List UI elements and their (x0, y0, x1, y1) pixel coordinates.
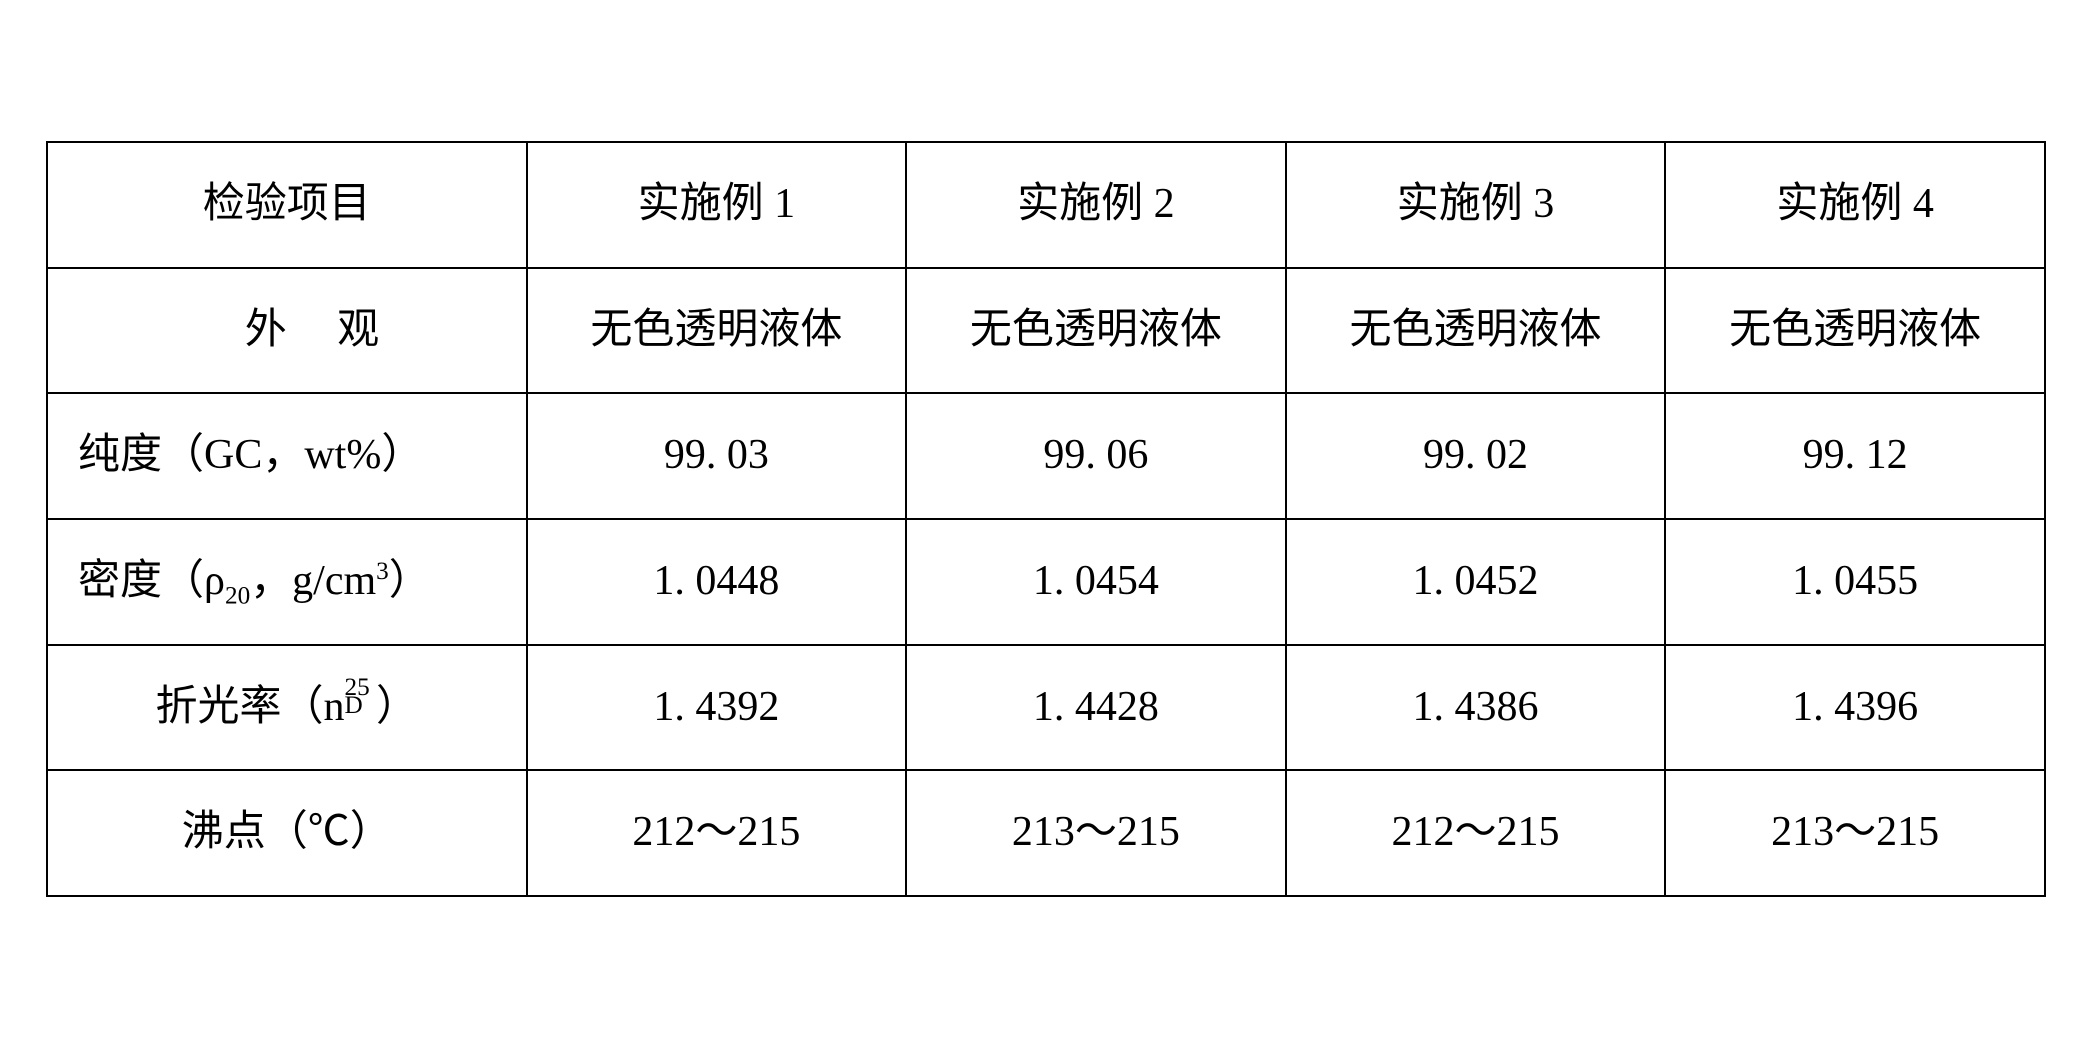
cell-appearance-2: 无色透明液体 (906, 268, 1286, 394)
cell-purity-2: 99. 06 (906, 393, 1286, 519)
table-header-row: 检验项目 实施例 1 实施例 2 实施例 3 实施例 4 (47, 142, 2045, 268)
cell-appearance-3: 无色透明液体 (1286, 268, 1666, 394)
cell-boiling-3: 212～215 (1286, 770, 1666, 896)
cell-purity-3: 99. 02 (1286, 393, 1666, 519)
col-header-test-item: 检验项目 (47, 142, 527, 268)
col-header-example-4: 实施例 4 (1665, 142, 2045, 268)
cell-density-4: 1. 0455 (1665, 519, 2045, 645)
col-header-example-3: 实施例 3 (1286, 142, 1666, 268)
cell-boiling-2: 213～215 (906, 770, 1286, 896)
table-row-purity: 纯度（GC，wt%） 99. 03 99. 06 99. 02 99. 12 (47, 393, 2045, 519)
cell-boiling-1: 212～215 (527, 770, 907, 896)
col-header-example-1: 实施例 1 (527, 142, 907, 268)
results-table: 检验项目 实施例 1 实施例 2 实施例 3 实施例 4 外观 无色透明液体 无… (46, 141, 2046, 897)
cell-purity-4: 99. 12 (1665, 393, 2045, 519)
cell-density-2: 1. 0454 (906, 519, 1286, 645)
table-row-boiling: 沸点（℃） 212～215 213～215 212～215 213～215 (47, 770, 2045, 896)
cell-appearance-1: 无色透明液体 (527, 268, 907, 394)
cell-refractive-4: 1. 4396 (1665, 645, 2045, 771)
cell-refractive-2: 1. 4428 (906, 645, 1286, 771)
row-label-appearance: 外观 (47, 268, 527, 394)
cell-purity-1: 99. 03 (527, 393, 907, 519)
cell-refractive-3: 1. 4386 (1286, 645, 1666, 771)
col-header-example-2: 实施例 2 (906, 142, 1286, 268)
cell-appearance-4: 无色透明液体 (1665, 268, 2045, 394)
table-row-refractive: 折光率（n25D） 1. 4392 1. 4428 1. 4386 1. 439… (47, 645, 2045, 771)
table-row-density: 密度（ρ20，g/cm3） 1. 0448 1. 0454 1. 0452 1.… (47, 519, 2045, 645)
row-label-purity: 纯度（GC，wt%） (47, 393, 527, 519)
cell-boiling-4: 213～215 (1665, 770, 2045, 896)
cell-refractive-1: 1. 4392 (527, 645, 907, 771)
row-label-boiling: 沸点（℃） (47, 770, 527, 896)
table-row-appearance: 外观 无色透明液体 无色透明液体 无色透明液体 无色透明液体 (47, 268, 2045, 394)
cell-density-1: 1. 0448 (527, 519, 907, 645)
row-label-density: 密度（ρ20，g/cm3） (47, 519, 527, 645)
cell-density-3: 1. 0452 (1286, 519, 1666, 645)
row-label-refractive: 折光率（n25D） (47, 645, 527, 771)
